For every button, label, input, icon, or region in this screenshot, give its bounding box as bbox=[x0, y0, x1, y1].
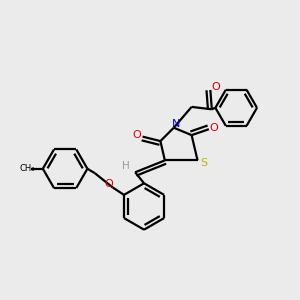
Text: O: O bbox=[210, 123, 219, 133]
Text: O: O bbox=[133, 130, 142, 140]
Text: O: O bbox=[104, 179, 113, 189]
Text: N: N bbox=[172, 119, 180, 129]
Text: CH₃: CH₃ bbox=[19, 164, 35, 173]
Text: S: S bbox=[200, 158, 208, 168]
Text: O: O bbox=[211, 82, 220, 92]
Text: H: H bbox=[122, 161, 130, 171]
